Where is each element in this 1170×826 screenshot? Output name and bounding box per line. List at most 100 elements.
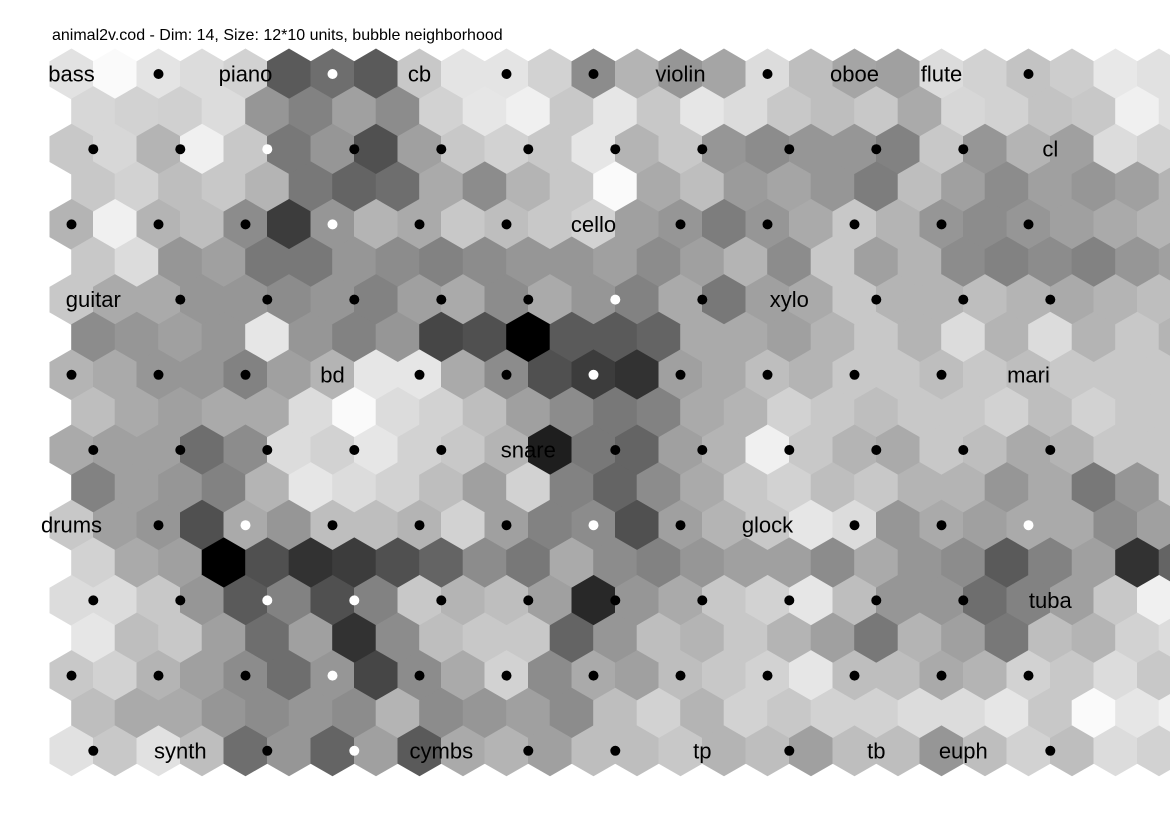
node-label-guitar: guitar — [66, 287, 121, 312]
node-dot — [523, 745, 534, 756]
node-dot — [936, 219, 947, 230]
node-dot — [501, 369, 512, 380]
node-dot — [958, 445, 969, 455]
node-dot — [588, 520, 599, 531]
node-dot — [871, 595, 882, 606]
node-dot — [784, 445, 795, 455]
node-dot — [849, 520, 860, 531]
node-dot — [501, 69, 512, 79]
node-label-cb: cb — [408, 62, 431, 87]
node-dot — [697, 144, 708, 155]
node-label-oboe: oboe — [830, 62, 879, 87]
node-dot — [501, 670, 512, 681]
node-dot — [784, 144, 795, 155]
node-dot — [153, 219, 164, 230]
node-dot — [436, 294, 447, 305]
node-dot — [153, 520, 164, 531]
node-markers: bass piano cb violin oboe flute cl cello guitar x… — [41, 62, 1073, 764]
node-dot — [1023, 520, 1034, 531]
node-dot — [675, 369, 686, 380]
node-dot — [349, 745, 360, 756]
node-dot — [610, 445, 621, 455]
node-dot — [327, 520, 338, 531]
node-dot — [414, 670, 425, 681]
umatrix-cell — [1158, 468, 1170, 507]
node-dot — [1045, 745, 1056, 756]
node-dot — [523, 144, 534, 155]
node-dot — [958, 294, 969, 305]
node-dot — [936, 369, 947, 380]
node-dot — [762, 219, 773, 230]
node-dot — [697, 445, 708, 455]
node-dot — [588, 369, 599, 380]
node-label-drums: drums — [41, 513, 102, 538]
node-dot — [349, 445, 360, 455]
node-dot — [871, 144, 882, 155]
node-dot — [436, 144, 447, 155]
node-dot — [762, 69, 773, 79]
node-dot — [762, 369, 773, 380]
node-dot — [175, 595, 186, 606]
node-label-piano: piano — [219, 62, 273, 87]
node-dot — [66, 670, 77, 681]
node-label-tuba: tuba — [1029, 588, 1073, 613]
node-dot — [175, 144, 186, 155]
umatrix-cell — [1158, 543, 1170, 583]
node-dot — [240, 369, 251, 380]
node-dot — [936, 520, 947, 531]
node-dot — [610, 745, 621, 756]
umatrix-cell — [1158, 618, 1170, 658]
node-dot — [958, 595, 969, 606]
node-dot — [784, 595, 795, 606]
node-dot — [588, 670, 599, 681]
node-dot — [697, 595, 708, 606]
node-label-euph: euph — [939, 738, 988, 763]
umatrix-cell — [1158, 242, 1170, 282]
node-dot — [784, 745, 795, 756]
node-dot — [349, 144, 360, 155]
node-label-snare: snare — [501, 438, 556, 463]
node-dot — [675, 670, 686, 681]
node-dot — [349, 294, 360, 305]
node-dot — [240, 520, 251, 531]
node-dot — [414, 219, 425, 230]
node-dot — [262, 745, 273, 756]
node-dot — [88, 745, 99, 756]
node-dot — [262, 294, 273, 305]
node-dot — [849, 369, 860, 380]
node-label-cl: cl — [1042, 137, 1058, 162]
node-label-cymbs: cymbs — [410, 738, 474, 763]
node-dot — [849, 670, 860, 681]
node-dot — [88, 595, 99, 606]
node-dot — [414, 520, 425, 531]
node-dot — [697, 294, 708, 305]
node-dot — [327, 219, 338, 230]
node-dot — [1023, 69, 1034, 79]
node-dot — [1023, 219, 1034, 230]
node-label-flute: flute — [921, 62, 963, 87]
node-dot — [175, 445, 186, 455]
node-dot — [327, 69, 338, 79]
node-dot — [610, 595, 621, 606]
node-dot — [262, 144, 273, 155]
node-dot — [871, 445, 882, 455]
node-dot — [936, 670, 947, 681]
node-dot — [349, 595, 360, 606]
node-dot — [240, 219, 251, 230]
node-dot — [523, 595, 534, 606]
umatrix-cell — [1158, 693, 1170, 733]
umatrix-cell — [1158, 167, 1170, 207]
node-label-mari: mari — [1007, 362, 1050, 387]
node-dot — [153, 369, 164, 380]
node-dot — [675, 520, 686, 531]
node-label-bd: bd — [320, 362, 344, 387]
node-label-bass: bass — [48, 62, 94, 87]
node-label-tp: tp — [693, 738, 711, 763]
node-label-cello: cello — [571, 212, 616, 237]
node-dot — [1023, 670, 1034, 681]
node-dot — [588, 69, 599, 79]
node-dot — [762, 670, 773, 681]
node-dot — [675, 219, 686, 230]
node-dot — [1045, 294, 1056, 305]
